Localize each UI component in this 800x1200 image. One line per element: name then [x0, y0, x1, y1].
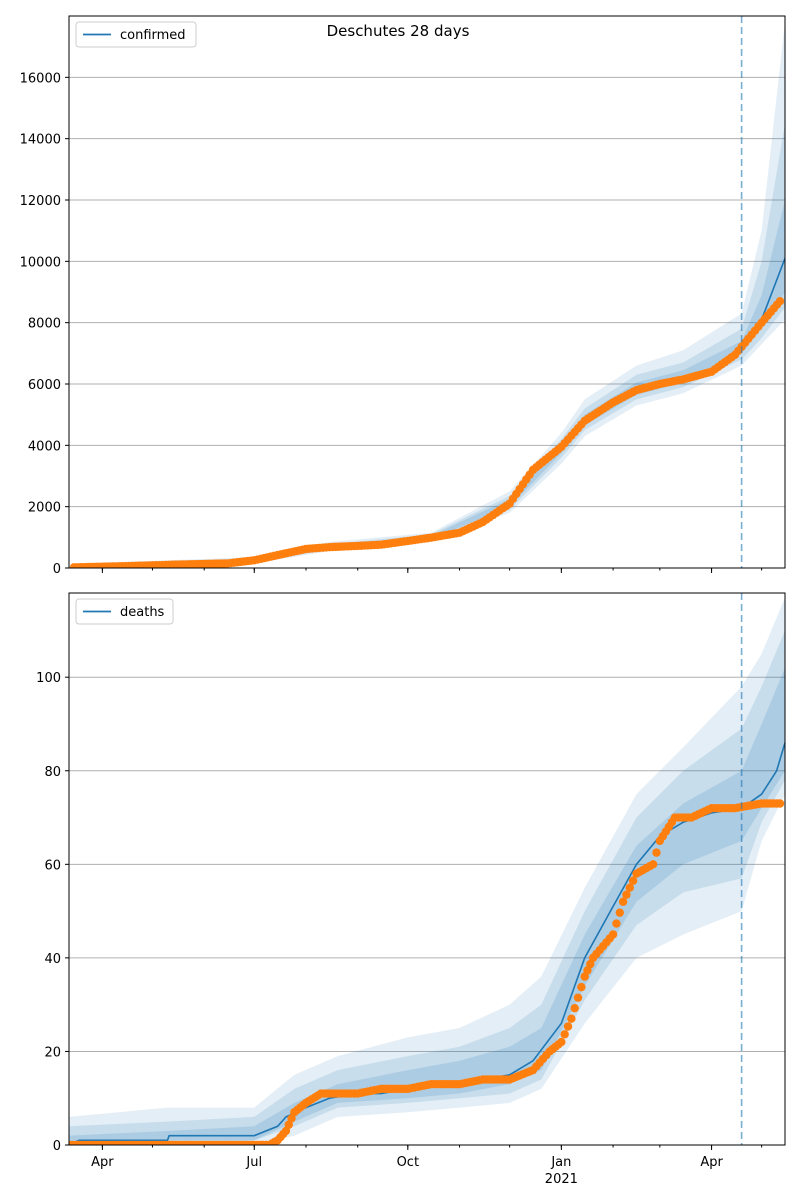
y-tick-label: 60: [44, 858, 61, 873]
plot-area: [69, 22, 785, 568]
confirmed-panel: 0 2000 4000 6000 8000 10000 12000 14000 16000 con…: [20, 15, 786, 577]
confidence-band-outer: [74, 22, 785, 568]
y-tick-label: 16000: [20, 71, 61, 86]
confidence-band-inner: [74, 200, 785, 568]
x-tick-label: Oct: [397, 1155, 419, 1170]
data-point: [577, 982, 586, 992]
data-point: [628, 876, 638, 885]
data-point: [570, 1003, 579, 1013]
data-point: [573, 993, 583, 1002]
data-point: [612, 919, 621, 928]
x-year-label: 2021: [545, 1172, 578, 1187]
data-point: [615, 908, 624, 917]
y-tick-label: 8000: [28, 317, 61, 332]
y-tick-label: 14000: [20, 133, 61, 148]
legend-label: deaths: [120, 605, 165, 620]
x-tick-label: Jul: [245, 1155, 262, 1170]
data-point: [608, 930, 618, 939]
data-point: [560, 1030, 569, 1039]
axes-frame: [68, 592, 786, 1146]
y-tick-label: 0: [53, 1139, 61, 1154]
legend: deaths: [75, 598, 174, 625]
series-line-confirmed: [73, 257, 785, 568]
y-tick-label: 80: [44, 765, 61, 780]
plot-area: [69, 597, 785, 1145]
data-point: [618, 897, 628, 906]
y-tick-label: 12000: [20, 194, 61, 209]
legend-box: [75, 598, 174, 625]
deaths-panel: 0 20 40 60 80 100 Apr Jul Oct Jan Apr 2021 deaths: [36, 592, 786, 1187]
legend-label: confirmed: [120, 28, 186, 43]
y-tick-label: 0: [53, 562, 61, 577]
x-tick-label: Apr: [700, 1155, 723, 1170]
confidence-band-middle: [74, 123, 785, 568]
data-point: [652, 848, 661, 857]
confidence-band-middle: [69, 630, 785, 1145]
y-tick-label: 4000: [28, 439, 61, 454]
data-point: [567, 1014, 576, 1023]
legend-box: [75, 21, 197, 48]
data-point: [622, 890, 631, 899]
figure-title: Deschutes 28 days: [327, 22, 470, 40]
y-tick-label: 10000: [20, 255, 61, 270]
data-point: [775, 297, 785, 306]
y-tick-label: 100: [36, 671, 61, 686]
y-tick-label: 2000: [28, 501, 61, 516]
data-point: [563, 1022, 573, 1031]
data-point: [648, 860, 658, 869]
data-point: [557, 1037, 566, 1047]
axes-frame: [68, 15, 786, 569]
data-point: [625, 883, 634, 892]
x-tick-label: Apr: [91, 1155, 114, 1170]
y-tick-label: 6000: [28, 378, 61, 393]
x-tick-label: Jan: [550, 1155, 571, 1170]
data-point: [775, 799, 785, 808]
y-tick-label: 20: [44, 1045, 61, 1060]
legend: confirmed: [75, 21, 197, 48]
y-tick-label: 40: [44, 952, 61, 967]
